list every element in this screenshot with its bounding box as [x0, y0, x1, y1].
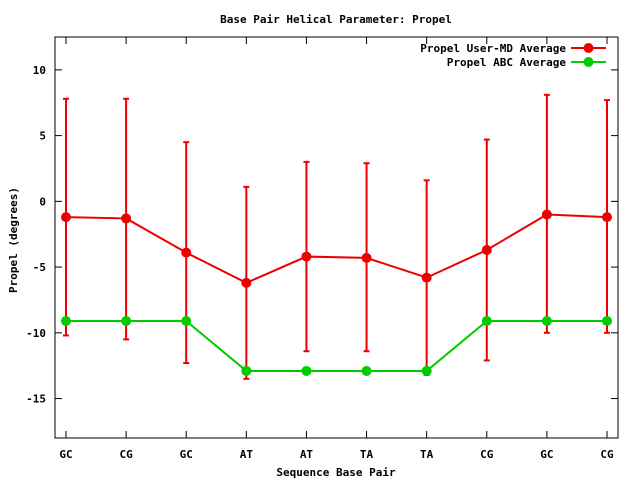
- y-tick-label: -5: [33, 261, 46, 274]
- data-point: [421, 272, 432, 283]
- series-line: [65, 213, 608, 284]
- chart-title: Base Pair Helical Parameter: Propel: [220, 13, 452, 26]
- legend-marker: [583, 43, 594, 53]
- legend-marker: [583, 57, 594, 67]
- data-point: [361, 365, 372, 376]
- x-tick-label: CG: [600, 448, 614, 461]
- data-point: [181, 247, 192, 258]
- plot-border: [54, 36, 619, 439]
- x-tick-label: CG: [119, 448, 133, 461]
- series-2: [61, 315, 612, 376]
- data-point: [541, 209, 552, 220]
- data-point: [61, 315, 71, 326]
- legend-label: Propel User-MD Average: [420, 42, 566, 55]
- data-point: [541, 315, 552, 326]
- data-point: [181, 315, 192, 326]
- series-1: [61, 93, 612, 380]
- series-line: [66, 319, 607, 372]
- y-tick-label: 0: [39, 195, 46, 208]
- x-tick-label: AT: [300, 448, 314, 461]
- data-point: [121, 315, 132, 326]
- x-tick-label: AT: [240, 448, 254, 461]
- y-axis-label: Propel (degrees): [7, 187, 20, 293]
- plot-series: [61, 93, 612, 380]
- data-point: [61, 212, 71, 223]
- y-tick-label: 5: [39, 130, 46, 143]
- x-tick-label: GC: [180, 448, 193, 461]
- data-point: [121, 213, 132, 224]
- data-point: [421, 365, 432, 376]
- data-point: [301, 365, 312, 376]
- data-point: [301, 251, 312, 262]
- data-point: [361, 252, 372, 263]
- x-tick-label: CG: [480, 448, 494, 461]
- axes: -15 -10 -5 0 5 10 GC CG GC AT AT TA TA CG GC CG: [26, 36, 619, 461]
- x-tick-label: TA: [360, 448, 374, 461]
- data-point: [481, 315, 492, 326]
- data-point: [602, 212, 612, 223]
- legend-label: Propel ABC Average: [447, 56, 567, 69]
- x-tick-label: GC: [59, 448, 72, 461]
- data-point: [241, 277, 252, 288]
- y-tick-label: 10: [33, 64, 46, 77]
- data-point: [481, 244, 492, 255]
- data-point: [602, 315, 612, 326]
- data-point: [241, 365, 252, 376]
- y-tick-label: -15: [26, 393, 46, 406]
- x-axis-label: Sequence Base Pair: [276, 466, 396, 479]
- y-tick-label: -10: [26, 327, 46, 340]
- x-tick-label: GC: [540, 448, 553, 461]
- x-tick-label: TA: [420, 448, 434, 461]
